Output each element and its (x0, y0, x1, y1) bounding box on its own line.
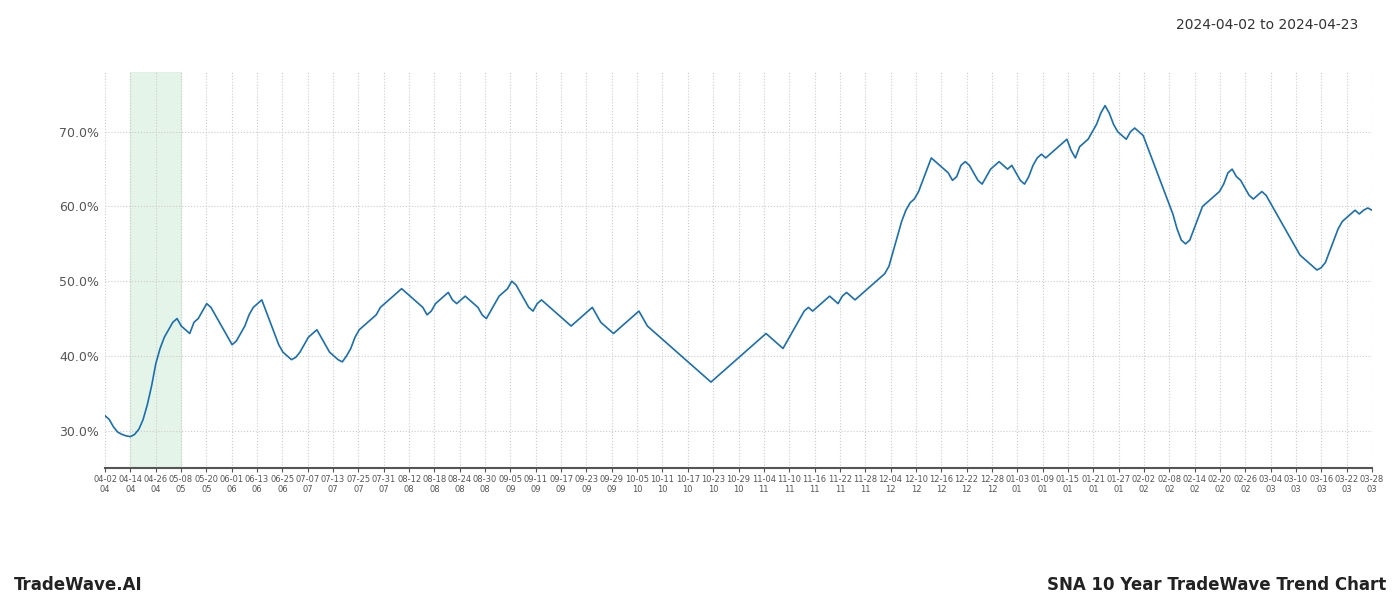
Text: SNA 10 Year TradeWave Trend Chart: SNA 10 Year TradeWave Trend Chart (1047, 576, 1386, 594)
Bar (130, 72, 181, 468)
Text: 2024-04-02 to 2024-04-23: 2024-04-02 to 2024-04-23 (1176, 18, 1358, 32)
Text: TradeWave.AI: TradeWave.AI (14, 576, 143, 594)
